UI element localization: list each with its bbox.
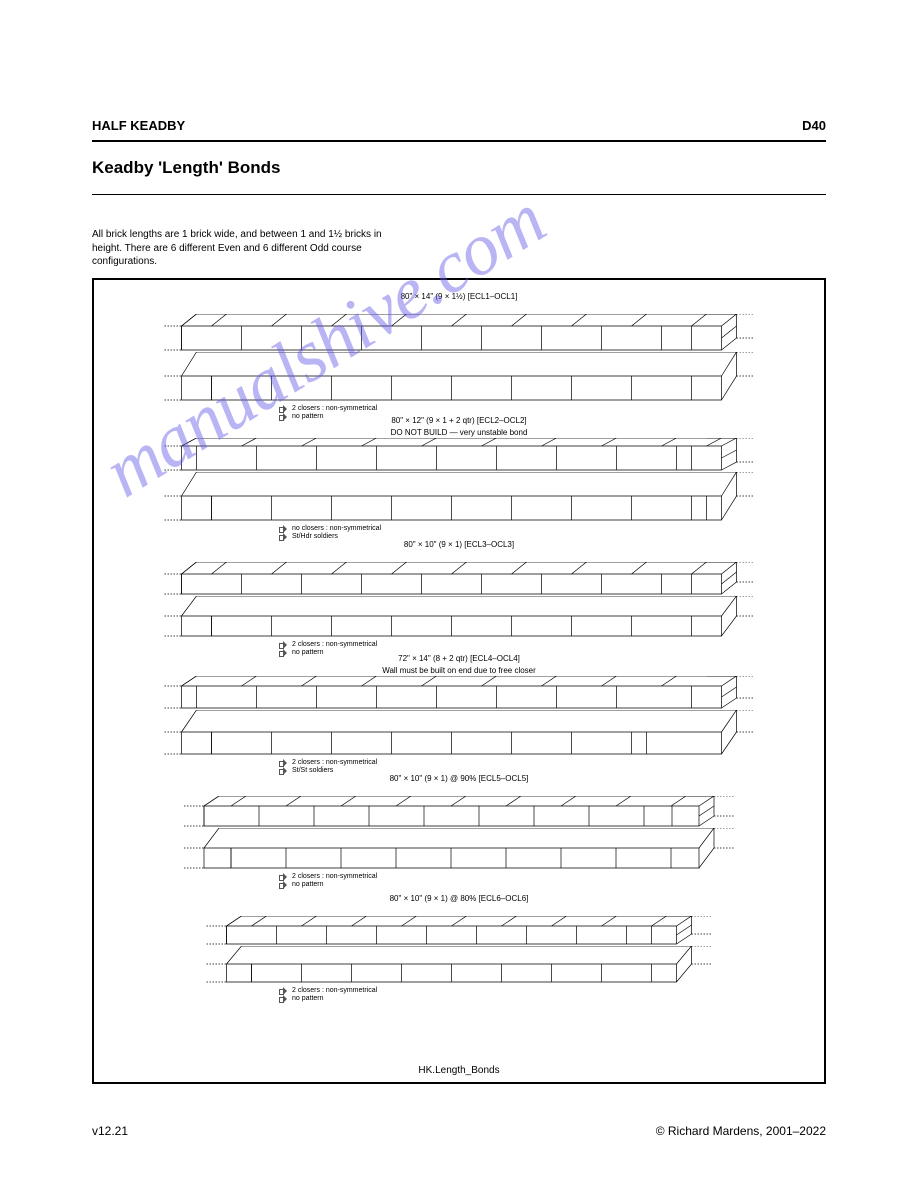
bullet-text: 2 closers : non-symmetrical — [292, 987, 377, 994]
bullet-item: 2 closers : non-symmetrical — [279, 641, 824, 648]
bullet-text: St/Hdr soldiers — [292, 533, 338, 540]
group-title: 80" × 10" (9 × 1) [ECL3–OCL3] — [94, 540, 824, 549]
arrow-icon — [279, 881, 288, 888]
group-bullets: no closers : non-symmetricalSt/Hdr soldi… — [279, 525, 824, 540]
bullet-item: no pattern — [279, 881, 824, 888]
arrow-icon — [279, 759, 288, 766]
header-left: HALF KEADBY — [92, 118, 185, 133]
subheader-rule — [92, 194, 826, 195]
group-warning: Wall must be built on end due to free cl… — [94, 666, 824, 676]
arrow-icon — [279, 641, 288, 648]
bond-group: 80" × 10" (9 × 1) @ 80% [ECL6–OCL6] 2 cl… — [94, 894, 824, 1003]
diagram-frame: 80" × 14" (9 × 1½) [ECL1–OCL1] 2 closers… — [92, 278, 826, 1084]
bond-group: 80" × 14" (9 × 1½) [ECL1–OCL1] 2 closers… — [94, 292, 824, 421]
group-title: 72" × 14" (8 + 2 qtr) [ECL4–OCL4] — [94, 654, 824, 663]
subheader: Keadby 'Length' Bonds — [92, 158, 826, 178]
bullet-item: no pattern — [279, 995, 824, 1002]
intro-text: All brick lengths are 1 brick wide, and … — [92, 228, 392, 269]
group-warning — [94, 552, 824, 562]
bullet-text: no pattern — [292, 995, 324, 1002]
group-title: 80" × 10" (9 × 1) @ 80% [ECL6–OCL6] — [94, 894, 824, 903]
footer-version: v12.21 — [92, 1124, 128, 1138]
group-bullets: 2 closers : non-symmetricalSt/St soldier… — [279, 759, 824, 774]
group-bullets: 2 closers : non-symmetricalno pattern — [279, 873, 824, 888]
bond-group: 80" × 12" (9 × 1 + 2 qtr) [ECL2–OCL2] DO … — [94, 416, 824, 541]
arrow-icon — [279, 405, 288, 412]
group-warning — [94, 786, 824, 796]
arrow-icon — [279, 995, 288, 1002]
bullet-item: 2 closers : non-symmetrical — [279, 405, 824, 412]
header-rule — [92, 140, 826, 142]
bond-group: 72" × 14" (8 + 2 qtr) [ECL4–OCL4] Wall mu… — [94, 654, 824, 775]
arrow-icon — [279, 873, 288, 880]
arrow-icon — [279, 533, 288, 540]
group-title: 80" × 12" (9 × 1 + 2 qtr) [ECL2–OCL2] — [94, 416, 824, 425]
header-right: D40 — [802, 118, 826, 133]
group-warning: DO NOT BUILD — very unstable bond — [94, 428, 824, 438]
bullet-item: St/Hdr soldiers — [279, 533, 824, 540]
group-bullets: 2 closers : non-symmetricalno pattern — [279, 987, 824, 1002]
group-title: 80" × 10" (9 × 1) @ 90% [ECL5–OCL5] — [94, 774, 824, 783]
group-warning — [94, 304, 824, 314]
bullet-text: St/St soldiers — [292, 767, 333, 774]
bullet-text: 2 closers : non-symmetrical — [292, 759, 377, 766]
arrow-icon — [279, 987, 288, 994]
bullet-text: 2 closers : non-symmetrical — [292, 873, 377, 880]
bond-group: 80" × 10" (9 × 1) [ECL3–OCL3] 2 closers … — [94, 540, 824, 657]
frame-footer: HK.Length_Bonds — [94, 1065, 824, 1076]
bullet-text: no pattern — [292, 881, 324, 888]
group-warning — [94, 906, 824, 916]
bullet-item: St/St soldiers — [279, 767, 824, 774]
footer-copyright: © Richard Mardens, 2001–2022 — [656, 1124, 826, 1138]
bullet-item: 2 closers : non-symmetrical — [279, 987, 824, 994]
group-title: 80" × 14" (9 × 1½) [ECL1–OCL1] — [94, 292, 824, 301]
bullet-item: 2 closers : non-symmetrical — [279, 873, 824, 880]
bond-group: 80" × 10" (9 × 1) @ 90% [ECL5–OCL5] 2 cl… — [94, 774, 824, 889]
bullet-text: no closers : non-symmetrical — [292, 525, 381, 532]
bullet-text: 2 closers : non-symmetrical — [292, 641, 377, 648]
bullet-item: 2 closers : non-symmetrical — [279, 759, 824, 766]
arrow-icon — [279, 767, 288, 774]
bullet-item: no closers : non-symmetrical — [279, 525, 824, 532]
bullet-text: 2 closers : non-symmetrical — [292, 405, 377, 412]
arrow-icon — [279, 525, 288, 532]
